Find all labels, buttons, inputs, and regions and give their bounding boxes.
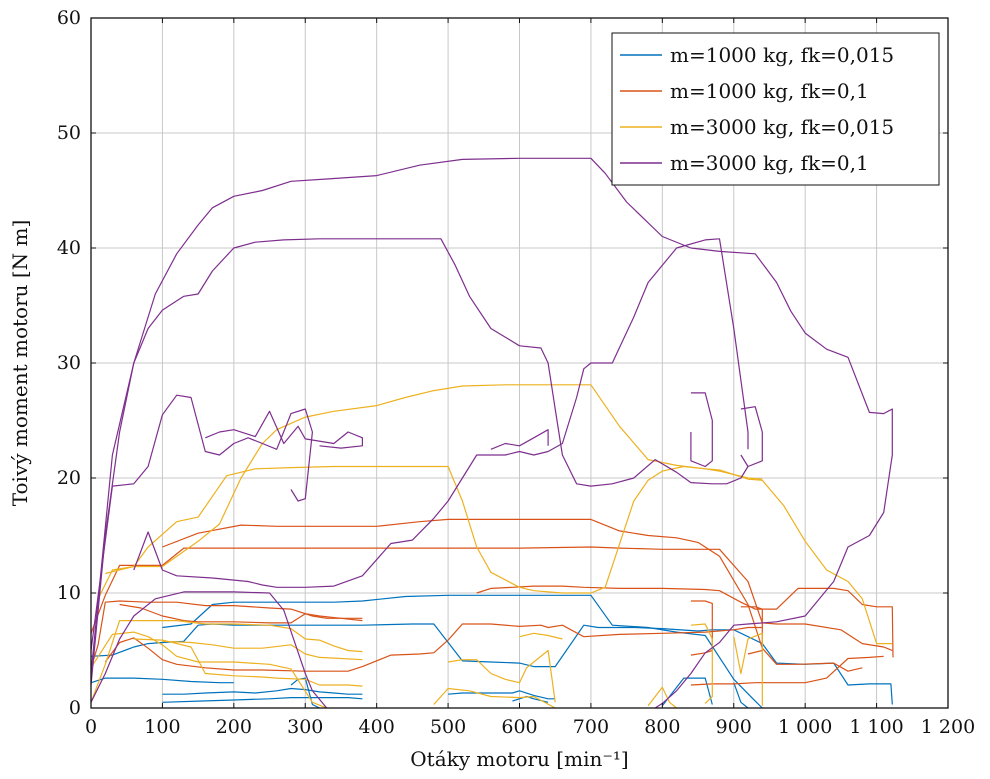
y-axis-label: Toivý moment motoru [N m] <box>8 220 32 507</box>
series-2-line-3 <box>105 465 763 594</box>
y-tick-label: 20 <box>57 467 81 489</box>
x-tick-label: 200 <box>216 716 252 738</box>
x-tick-label: 400 <box>359 716 395 738</box>
y-tick-label: 60 <box>57 7 81 29</box>
series-3-line-6 <box>490 429 549 450</box>
legend-entry: m=3000 kg, fk=0,015 <box>670 115 894 139</box>
series-3-line-7 <box>690 392 713 468</box>
x-tick-labels: 0 100 200 300 400 500 600 700 800 900 1 000 1 100 1 … <box>85 18 975 738</box>
series-0-line-6 <box>448 690 556 700</box>
series-2-line-9 <box>647 686 677 709</box>
y-tick-label: 0 <box>69 697 81 719</box>
x-tick-label: 300 <box>287 716 323 738</box>
series-2-line-10 <box>690 623 713 704</box>
series-3-line-3 <box>205 410 363 449</box>
series-2-line-11 <box>733 632 763 706</box>
legend-entry: m=1000 kg, fk=0,1 <box>670 79 869 103</box>
x-axis-label: Otáky motoru [min⁻¹] <box>410 747 628 771</box>
series-1-line-0 <box>90 600 363 668</box>
series-1-line-8 <box>740 606 763 655</box>
x-tick-label: 900 <box>716 716 752 738</box>
x-tick-label: 1 100 <box>849 716 903 738</box>
series-1-line-2 <box>162 518 863 672</box>
x-tick-label: 0 <box>85 716 97 738</box>
series-1-line-1 <box>90 546 893 652</box>
series-3-line-2 <box>90 394 313 651</box>
series-1-line-7 <box>690 600 713 656</box>
x-tick-label: 500 <box>430 716 466 738</box>
x-tick-label: 1 000 <box>778 716 832 738</box>
series-2-line-4 <box>162 640 363 661</box>
series-1-line-5 <box>476 585 894 658</box>
series-3-line-0 <box>90 238 749 686</box>
series-2-line-8 <box>519 632 563 640</box>
series-1 <box>90 518 894 686</box>
series-1-line-3 <box>104 623 763 672</box>
series-0-line-4 <box>162 697 363 703</box>
series-2-line-5 <box>133 638 363 687</box>
series-0-line-8 <box>661 677 713 707</box>
series-3-line-5 <box>90 591 328 709</box>
series-0-line-2 <box>162 594 763 709</box>
y-tick-label: 30 <box>57 352 81 374</box>
y-tick-label: 50 <box>57 122 81 144</box>
series-3 <box>90 157 893 709</box>
series-2-line-7 <box>433 687 556 709</box>
x-tick-label: 800 <box>644 716 680 738</box>
y-tick-labels: 0 10 20 30 40 50 60 <box>57 7 948 719</box>
series-2-line-2 <box>97 384 893 645</box>
legend-box <box>611 32 940 186</box>
legend: m=1000 kg, fk=0,015 m=1000 kg, fk=0,1 m=30… <box>611 32 940 186</box>
series-3-line-1 <box>90 157 893 709</box>
x-tick-label: 700 <box>573 716 609 738</box>
x-tick-label: 1 200 <box>921 716 975 738</box>
y-tick-label: 10 <box>57 582 81 604</box>
series-0-line-5 <box>290 677 320 709</box>
series-lines <box>90 157 894 709</box>
legend-entry: m=1000 kg, fk=0,015 <box>670 43 894 67</box>
y-tick-label: 40 <box>57 237 81 259</box>
legend-entry: m=3000 kg, fk=0,1 <box>670 151 869 175</box>
series-0-line-3 <box>162 687 363 695</box>
series-2-line-1 <box>90 631 327 709</box>
series-1-line-4 <box>119 603 363 624</box>
series-0-line-0 <box>90 677 234 684</box>
series-2-line-0 <box>90 620 363 703</box>
x-tick-label: 100 <box>144 716 180 738</box>
series-1-line-6 <box>690 655 884 686</box>
series-3-line-8 <box>740 406 763 468</box>
series-3-line-4 <box>133 238 749 588</box>
series-0 <box>90 594 893 709</box>
series-0-line-9 <box>733 682 749 709</box>
series-2 <box>90 384 893 709</box>
series-2-line-6 <box>448 649 556 703</box>
x-tick-label: 600 <box>501 716 537 738</box>
